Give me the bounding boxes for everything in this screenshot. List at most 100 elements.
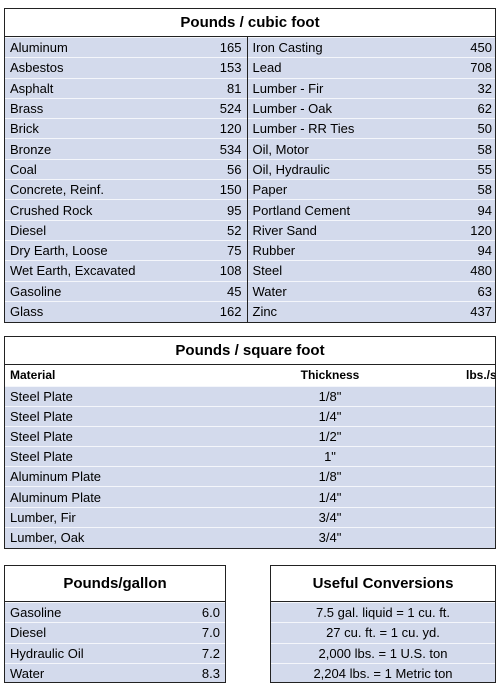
- row: Asphalt 81 Lumber - Fir 32: [5, 77, 495, 99]
- material: Lumber, Fir: [5, 506, 235, 528]
- material: Oil, Hydraulic: [247, 158, 427, 180]
- weight: 50: [427, 118, 495, 139]
- row: Water 8.3: [5, 662, 225, 682]
- material: Glass: [5, 300, 180, 322]
- square-foot-table: Pounds / square foot Material Thickness lbs…: [4, 336, 496, 549]
- material: Aluminum Plate: [5, 466, 235, 487]
- row: Asbestos 153 Lead 708: [5, 57, 495, 79]
- weight: 3.50: [425, 486, 495, 508]
- material: Brick: [5, 118, 180, 139]
- weight: 52: [180, 219, 248, 241]
- material: Hydraulic Oil: [5, 642, 115, 664]
- row: Brass 524 Lumber - Oak 62: [5, 97, 495, 119]
- weight: 75: [180, 239, 248, 261]
- material: Lumber - RR Ties: [247, 118, 427, 139]
- weight: 7.2: [115, 642, 225, 664]
- material: Wet Earth, Excavated: [5, 260, 180, 282]
- material: Iron Casting: [247, 36, 427, 58]
- row: Glass 162 Zinc 437: [5, 300, 495, 322]
- table-title: Pounds / cubic foot: [5, 9, 495, 37]
- thickness: 1/2": [235, 425, 425, 447]
- conversion: 2,204 lbs. = 1 Metric ton: [271, 662, 495, 682]
- weight: 81: [180, 77, 248, 99]
- weight: 450: [427, 36, 495, 58]
- weight: 63: [427, 280, 495, 302]
- thickness: 1/8": [235, 385, 425, 407]
- table-title: Useful Conversions: [271, 566, 495, 602]
- weight: 94: [427, 239, 495, 261]
- conversions-table: Useful Conversions 7.5 gal. liquid = 1 cu…: [270, 565, 496, 683]
- row: Gasoline 45 Water 63: [5, 280, 495, 302]
- material: Brass: [5, 97, 180, 119]
- row: Bronze 534 Oil, Motor 58: [5, 138, 495, 160]
- weight: 10: [425, 405, 495, 427]
- column-header: lbs./sq. ft.: [425, 365, 495, 386]
- weight: 8.3: [115, 662, 225, 682]
- row: Gasoline 6.0: [5, 601, 225, 623]
- weight: 20: [425, 425, 495, 447]
- row: 2,000 lbs. = 1 U.S. ton: [271, 642, 495, 664]
- table-title: Pounds/gallon: [5, 566, 225, 602]
- weight: 1.75: [425, 466, 495, 487]
- weight: 7.0: [115, 622, 225, 644]
- weight: 534: [180, 138, 248, 160]
- material: Crushed Rock: [5, 199, 180, 221]
- weight: 62: [427, 97, 495, 119]
- cubic-foot-table: Pounds / cubic foot Aluminum 165 Iron Casti…: [4, 8, 496, 323]
- conversion: 27 cu. ft. = 1 cu. yd.: [271, 622, 495, 644]
- material: Lead: [247, 57, 427, 79]
- material: Dry Earth, Loose: [5, 239, 180, 261]
- material: Lumber - Fir: [247, 77, 427, 99]
- material: River Sand: [247, 219, 427, 241]
- gallon-table: Pounds/gallon Gasoline 6.0 Diesel 7.0 Hydraul…: [4, 565, 226, 683]
- material: Bronze: [5, 138, 180, 160]
- material: Gasoline: [5, 280, 180, 302]
- thickness: 1/8": [235, 466, 425, 487]
- material: Steel Plate: [5, 405, 235, 427]
- weight: 32: [427, 77, 495, 99]
- material: Zinc: [247, 300, 427, 322]
- weight: 162: [180, 300, 248, 322]
- material: Asphalt: [5, 77, 180, 99]
- weight: 40: [425, 446, 495, 467]
- material: Diesel: [5, 219, 180, 241]
- weight: 120: [180, 118, 248, 139]
- row: 27 cu. ft. = 1 cu. yd.: [271, 622, 495, 644]
- conversion: 2,000 lbs. = 1 U.S. ton: [271, 642, 495, 664]
- material: Water: [247, 280, 427, 302]
- row: Brick 120 Lumber - RR Ties 50: [5, 118, 495, 139]
- conversion: 7.5 gal. liquid = 1 cu. ft.: [271, 601, 495, 623]
- material: Coal: [5, 158, 180, 180]
- material: Gasoline: [5, 601, 115, 623]
- weight: 56: [180, 158, 248, 180]
- row: Concrete, Reinf. 150 Paper 58: [5, 179, 495, 200]
- thickness: 3/4": [235, 506, 425, 528]
- weight: 58: [427, 138, 495, 160]
- weight: 45: [180, 280, 248, 302]
- weight: 4: [425, 526, 495, 548]
- weight: 2: [425, 506, 495, 528]
- weight: 153: [180, 57, 248, 79]
- row: Diesel 7.0: [5, 622, 225, 644]
- column-header: Thickness: [235, 365, 425, 386]
- thickness: 1/4": [235, 405, 425, 427]
- row: Coal 56 Oil, Hydraulic 55: [5, 158, 495, 180]
- row: Diesel 52 River Sand 120: [5, 219, 495, 241]
- table: Aluminum 165 Iron Casting 450 Asbestos 153 Lea…: [5, 36, 495, 322]
- thickness: 3/4": [235, 526, 425, 548]
- material: Lumber - Oak: [247, 97, 427, 119]
- material: Rubber: [247, 239, 427, 261]
- row: Aluminum 165 Iron Casting 450: [5, 36, 495, 58]
- weight: 480: [427, 260, 495, 282]
- row: Hydraulic Oil 7.2: [5, 642, 225, 664]
- thickness: 1/4": [235, 486, 425, 508]
- weight: 94: [427, 199, 495, 221]
